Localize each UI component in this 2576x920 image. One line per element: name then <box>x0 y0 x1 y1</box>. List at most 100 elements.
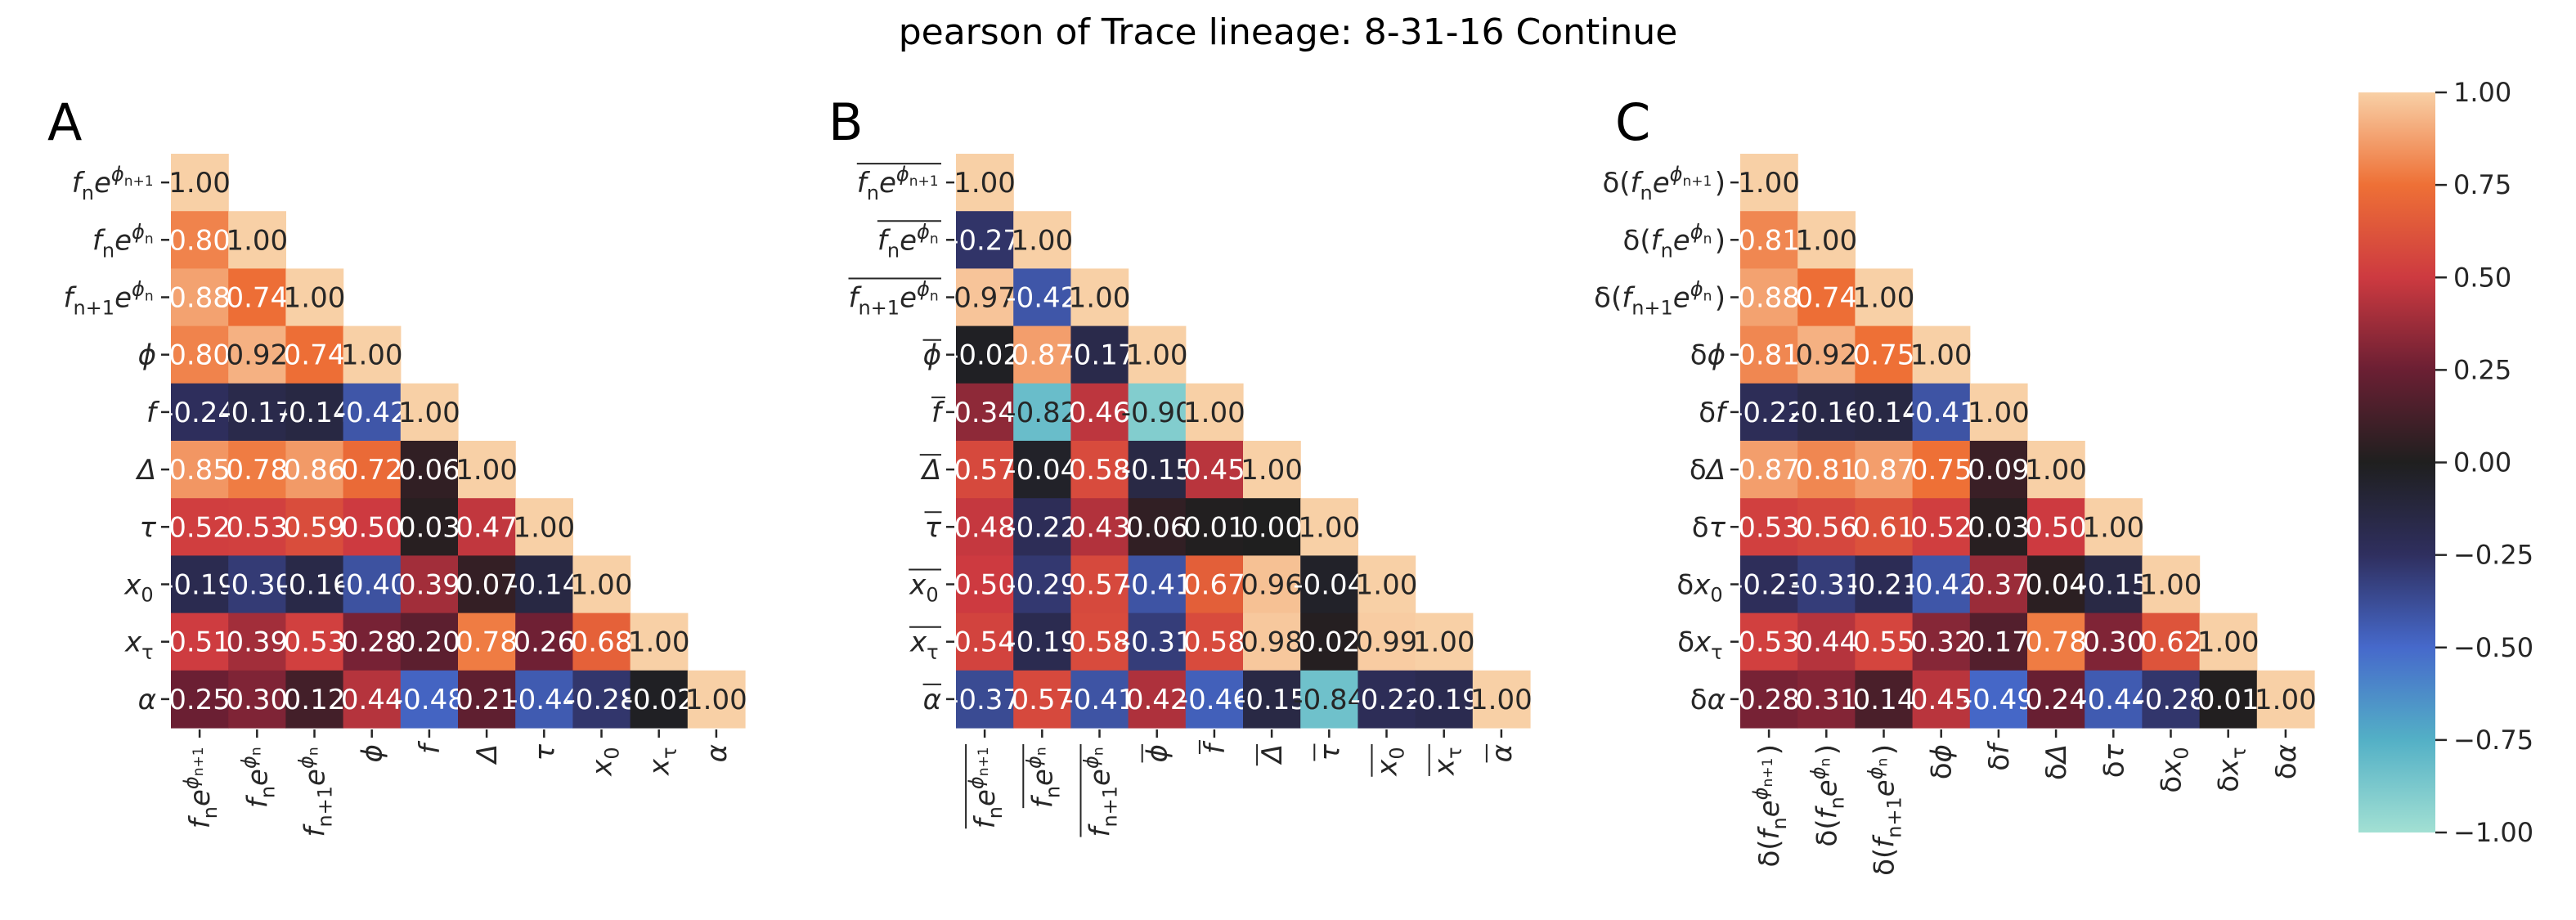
cell-value: 1.00 <box>1126 339 1188 372</box>
heatmap-cell <box>1740 441 1798 499</box>
heatmap-cell <box>956 555 1014 614</box>
heatmap-cell <box>1472 670 1531 729</box>
cell-value: -0.19 <box>164 569 236 602</box>
cell-value: 0.99 <box>1356 626 1418 659</box>
x-tick-label: δΔ <box>2040 744 2073 780</box>
cell-value: 1.00 <box>168 167 231 200</box>
y-tick-label: δ(fneϕn+1 ) <box>1602 163 1726 204</box>
x-tick-label: xτ <box>1429 744 1466 776</box>
y-tick-label: fn+1eϕn <box>848 278 941 320</box>
cell-value: 0.39 <box>226 626 288 659</box>
cell-value: -0.31 <box>1121 626 1193 659</box>
cell-value: -0.30 <box>221 569 293 602</box>
heatmap-cell <box>1797 613 1856 671</box>
cell-value: 0.28 <box>1738 684 1800 716</box>
x-tick-label: δ(fneϕn+1 ) <box>1749 744 1791 868</box>
cell-value: -0.17 <box>221 397 293 429</box>
cell-value: 0.54 <box>954 626 1016 659</box>
heatmap-cell <box>1013 211 1071 269</box>
cell-value: 0.53 <box>284 626 346 659</box>
heatmap-cell <box>1855 383 1914 442</box>
x-tick-label: δτ <box>2098 743 2130 778</box>
cell-value: 0.52 <box>1910 511 1972 544</box>
cell-value: 0.17 <box>1968 626 2030 659</box>
heatmap-cell <box>285 613 344 671</box>
heatmap-cell <box>171 268 229 327</box>
y-tick-label: δα <box>1690 684 1726 716</box>
cell-value: 0.78 <box>456 626 518 659</box>
x-tick-label: x0 <box>1371 744 1409 777</box>
heatmap-cell <box>1013 441 1071 499</box>
heatmap-cell <box>1740 154 1798 212</box>
heatmap-cell <box>2085 498 2143 556</box>
heatmap-cell <box>1969 613 2028 671</box>
heatmap-cell <box>2027 613 2085 671</box>
cell-value: -0.46 <box>1178 684 1250 716</box>
y-tick-label: f <box>146 397 160 429</box>
cell-value: 0.24 <box>2025 684 2087 716</box>
cell-value: 1.00 <box>2255 684 2317 716</box>
x-tick-label-group: α <box>701 744 734 762</box>
y-tick-label: δΔ <box>1690 454 1726 487</box>
cell-value: 0.20 <box>398 626 460 659</box>
heatmap-cell <box>1358 555 1416 614</box>
heatmap-cell <box>343 441 402 499</box>
heatmap-cell <box>956 325 1014 384</box>
cell-value: 0.31 <box>1795 684 1857 716</box>
cell-value: 0.58 <box>1183 626 1245 659</box>
heatmap-cell <box>1070 441 1129 499</box>
cell-value: -0.44 <box>2077 684 2149 716</box>
cell-value: -0.04 <box>1006 454 1078 487</box>
heatmap-cell <box>1797 268 1856 327</box>
cell-value: 1.00 <box>1183 397 1245 429</box>
y-tick-label: ϕ <box>138 339 156 372</box>
colorbar-tick-label: 0.50 <box>2453 262 2511 293</box>
heatmap-cell <box>1070 325 1129 384</box>
heatmap-cell <box>343 325 402 384</box>
x-tick-label-group: fneϕn+1 <box>965 744 1007 829</box>
x-tick-label: δ(fneϕn ) <box>1806 744 1848 846</box>
heatmap-cell <box>171 383 229 442</box>
cell-value: 0.88 <box>168 282 231 315</box>
cell-value: 0.45 <box>1183 454 1245 487</box>
cell-value: 0.06 <box>398 454 460 487</box>
cell-value: 0.07 <box>456 569 518 602</box>
colorbar-tick-label: 0.75 <box>2453 169 2511 200</box>
heatmap-cell <box>515 670 573 729</box>
heatmap-cell <box>1740 325 1798 384</box>
figure-title: pearson of Trace lineage: 8-31-16 Contin… <box>899 11 1678 53</box>
heatmap-cell <box>1300 613 1358 671</box>
cell-value: 0.44 <box>341 684 403 716</box>
heatmap-cell <box>228 613 286 671</box>
cell-value: 0.78 <box>226 454 288 487</box>
x-tick-label: fneϕn <box>237 744 279 808</box>
heatmap-cell <box>1128 498 1187 556</box>
x-tick-label-group: x0 <box>586 747 624 776</box>
colorbar-tick-label: −0.25 <box>2453 540 2533 571</box>
cell-value: 0.80 <box>168 224 231 257</box>
cell-value: 0.57 <box>1069 569 1131 602</box>
heatmap-cell <box>1185 441 1244 499</box>
cell-value: 1.00 <box>628 626 690 659</box>
heatmap-cell <box>1969 383 2028 442</box>
colorbar-tick-label: −0.75 <box>2453 725 2533 756</box>
cell-value: 0.53 <box>1738 511 1800 544</box>
heatmap-cell <box>956 211 1014 269</box>
heatmap-cell <box>1797 670 1856 729</box>
heatmap-cell <box>228 383 286 442</box>
heatmap-cell <box>1243 613 1301 671</box>
heatmap-cell <box>228 441 286 499</box>
cell-value: 1.00 <box>1470 684 1533 716</box>
heatmap-cell <box>1185 613 1244 671</box>
heatmap-cell <box>2027 498 2085 556</box>
heatmap-cell <box>572 613 631 671</box>
heatmap-cell <box>1243 441 1301 499</box>
heatmap-cell <box>1358 670 1416 729</box>
cell-value: -0.42 <box>336 397 408 429</box>
cell-value: -0.19 <box>1006 626 1078 659</box>
cell-value: 0.32 <box>1910 626 1972 659</box>
y-tick-label: α <box>923 684 941 716</box>
cell-value: 0.21 <box>456 684 518 716</box>
cell-value: 0.81 <box>1738 224 1800 257</box>
